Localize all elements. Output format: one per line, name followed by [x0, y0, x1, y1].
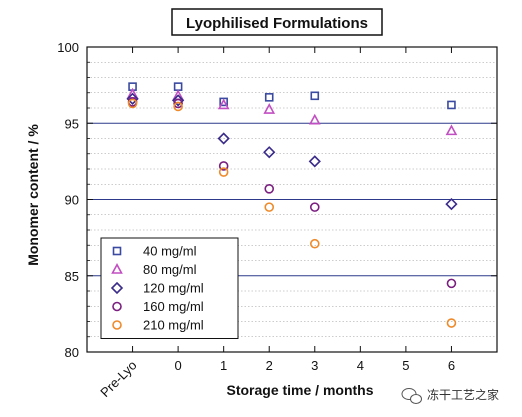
x-axis: Pre-Lyo 0 1 2 3 4 5 6 [97, 47, 455, 400]
legend-marker [112, 301, 122, 312]
data-markers [126, 82, 458, 328]
data-point [264, 184, 275, 194]
legend: 40 mg/ml 80 mg/ml 120 mg/ml 160 mg/ml 210 mg… [100, 237, 239, 339]
legend-marker [112, 246, 122, 256]
watermark-text: 冻干工艺之家 [427, 387, 499, 402]
data-point [217, 98, 230, 110]
data-point [309, 202, 320, 212]
legend-marker [111, 263, 123, 274]
legend-label: 210 mg/ml [143, 318, 204, 333]
data-point [310, 91, 320, 101]
data-point [445, 124, 458, 136]
legend-marker [110, 281, 124, 295]
data-point [445, 197, 458, 211]
chart-title: Lyophilised Formulations [186, 15, 368, 32]
x-tick-label: 5 [402, 358, 409, 373]
y-tick-label: 85 [65, 269, 79, 284]
data-point [309, 238, 320, 249]
data-point [263, 146, 276, 159]
data-point [264, 93, 274, 102]
x-tick-label: 3 [311, 358, 318, 373]
watermark: 冻干工艺之家 [401, 387, 499, 404]
data-point [217, 132, 230, 145]
title-box-border [171, 8, 383, 36]
data-point [308, 155, 321, 168]
data-point [218, 167, 229, 177]
y-tick-label: 100 [57, 40, 79, 55]
data-point [446, 278, 457, 289]
data-point [171, 94, 185, 107]
data-point [219, 97, 228, 107]
legend-label: 120 mg/ml [143, 281, 204, 296]
data-point [173, 82, 183, 91]
y-tick-label: 90 [65, 193, 79, 208]
legend-label: 160 mg/ml [143, 299, 204, 314]
data-point [446, 318, 457, 328]
data-point [127, 98, 138, 109]
y-tick-label: 80 [65, 345, 79, 360]
data-point [218, 161, 229, 171]
y-tick-label: 95 [65, 116, 79, 131]
legend-label: 80 mg/ml [143, 262, 197, 277]
legend-marker [112, 320, 122, 330]
data-point [447, 100, 456, 110]
x-tick-label: 4 [357, 358, 364, 373]
wechat-icon [401, 388, 422, 404]
y-axis: 80 85 90 95 100 [57, 40, 497, 360]
x-tick-label: 2 [266, 358, 273, 373]
data-point [173, 98, 183, 109]
y-axis-label: Monomer content / % [25, 124, 41, 266]
x-tick-label: 6 [448, 358, 455, 373]
x-tick-label: Pre-Lyo [97, 358, 139, 400]
legend-label: 40 mg/ml [143, 244, 197, 259]
data-point [308, 113, 321, 125]
x-tick-label: 1 [220, 358, 227, 373]
data-point [126, 92, 139, 105]
title-box: Lyophilised Formulations [171, 8, 383, 36]
data-point [263, 103, 276, 114]
legend-box [100, 237, 239, 339]
data-point [173, 101, 183, 112]
x-axis-label: Storage time / months [226, 382, 373, 398]
data-point [264, 202, 275, 212]
x-tick-label: 0 [174, 358, 181, 373]
